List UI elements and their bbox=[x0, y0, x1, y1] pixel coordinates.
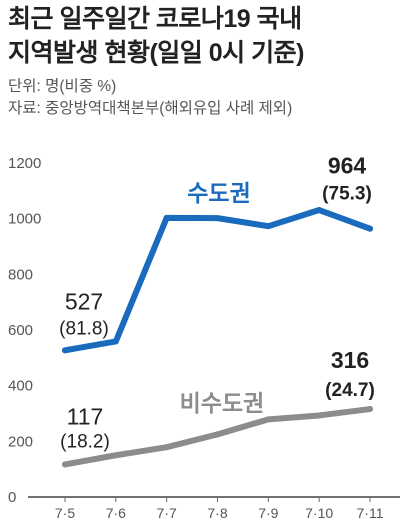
capital-area-value-label: 964 bbox=[328, 153, 367, 179]
capital-area-value-label: 527 bbox=[65, 288, 103, 314]
capital-area-share-label: (81.8) bbox=[59, 318, 109, 339]
non-capital-area-point bbox=[214, 431, 221, 438]
non-capital-area-point bbox=[112, 452, 119, 459]
source-note: 자료: 중앙방역대책본부(해외유입 사례 제외) bbox=[8, 100, 293, 117]
non-capital-area-point bbox=[62, 461, 68, 468]
capital-area-point bbox=[163, 214, 170, 221]
chart-title: 최근 일주일간 코로나19 국내 지역발생 현황(일일 0시 기준) bbox=[8, 2, 392, 70]
y-tick-label: 600 bbox=[8, 322, 33, 339]
capital-area-series: 수도권 527 (81.8) 964 (75.3) bbox=[59, 153, 373, 354]
x-tick-label: 7·7 bbox=[157, 505, 177, 521]
non-capital-area-share-label: (18.2) bbox=[60, 431, 110, 452]
capital-area-point bbox=[214, 215, 221, 222]
non-capital-area-point bbox=[316, 412, 323, 419]
capital-area-line bbox=[62, 207, 373, 354]
chart-title-line: 최근 일주일간 코로나19 국내 bbox=[8, 5, 302, 33]
non-capital-area-value-label: 316 bbox=[331, 347, 369, 373]
chart-header: 최근 일주일간 코로나19 국내 지역발생 현황(일일 0시 기준) 단위: 명… bbox=[8, 0, 392, 120]
capital-area-share-label: (75.3) bbox=[322, 184, 372, 205]
y-tick-label: 800 bbox=[8, 266, 33, 283]
unit-note: 단위: 명(비중 %) bbox=[8, 78, 117, 95]
non-capital-area-series: 비수도권 117(18.2) 316 (24.7) bbox=[60, 347, 375, 468]
non-capital-area-value-label: 117 bbox=[67, 403, 104, 429]
capital-area-point bbox=[112, 338, 119, 345]
x-tick-label: 7·10 bbox=[305, 505, 333, 521]
capital-area-series-label: 수도권 bbox=[187, 180, 250, 206]
y-tick-label: 200 bbox=[8, 433, 33, 450]
y-tick-label: 0 bbox=[8, 489, 16, 506]
y-tick-label: 400 bbox=[8, 378, 33, 395]
capital-area-point bbox=[265, 223, 272, 230]
non-capital-area-series-label: 비수도권 bbox=[180, 390, 265, 416]
non-capital-area-point bbox=[163, 444, 170, 451]
x-tick-label: 7·8 bbox=[207, 505, 227, 521]
chart-title-line: 지역발생 현황(일일 0시 기준) bbox=[8, 39, 304, 67]
y-tick-label: 1200 bbox=[8, 155, 41, 172]
x-tick-label: 7·5 bbox=[55, 505, 75, 521]
chart-notes: 단위: 명(비중 %) 자료: 중앙방역대책본부(해외유입 사례 제외) bbox=[8, 76, 392, 120]
x-tick-label: 7·11 bbox=[357, 505, 384, 521]
x-tick-label: 7·6 bbox=[106, 505, 126, 521]
non-capital-area-point bbox=[265, 416, 272, 423]
capital-area-point bbox=[62, 347, 68, 354]
capital-area-point bbox=[367, 225, 373, 232]
x-tick-label: 7·9 bbox=[258, 505, 278, 521]
non-capital-area-share-label: (24.7) bbox=[325, 380, 375, 401]
x-axis: 7·5 7·6 7·7 7·8 7·9 7·10 7·11 bbox=[28, 496, 400, 521]
y-axis-labels: 0 200 400 600 800 1000 1200 bbox=[8, 155, 41, 506]
y-tick-label: 1000 bbox=[8, 211, 41, 228]
capital-area-point bbox=[316, 207, 323, 214]
non-capital-area-point bbox=[367, 406, 373, 413]
